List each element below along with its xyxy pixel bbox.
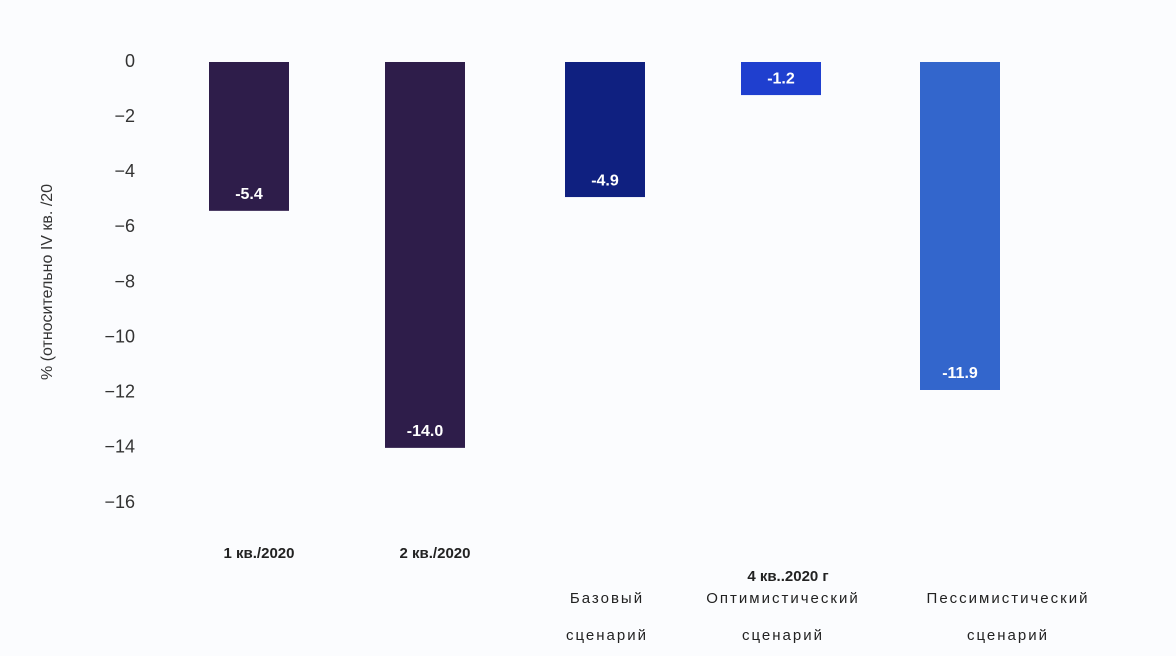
x-tick-label: 1 кв./2020: [223, 545, 295, 562]
y-tick-label: −8: [114, 271, 135, 291]
value-label: -1.2: [767, 70, 795, 87]
x-tick-label: Пессимистический сценарий: [926, 590, 1090, 644]
group-label: 4 кв..2020 г: [747, 568, 829, 585]
value-label: -5.4: [235, 186, 263, 203]
x-tick-label: 2 кв./2020: [399, 545, 471, 562]
y-tick-label: −4: [114, 161, 135, 181]
bar: [741, 62, 821, 96]
y-tick-label: −12: [104, 382, 135, 402]
y-tick-label: −2: [114, 106, 135, 126]
value-label: -11.9: [942, 365, 978, 382]
value-label: -14.0: [407, 423, 444, 440]
value-label: -4.9: [591, 172, 619, 189]
bar: [920, 62, 1000, 390]
y-axis-label: % (относительно IV кв. /20: [39, 184, 56, 380]
y-tick-label: −6: [114, 216, 135, 236]
x-tick-label: Базовый сценарий: [566, 590, 649, 644]
bar: [209, 62, 289, 211]
bar: [385, 62, 465, 448]
y-tick-label: −14: [104, 437, 135, 457]
x-tick-label: Оптимистический сценарий: [706, 590, 860, 644]
bar: [565, 62, 645, 198]
y-tick-label: −10: [104, 326, 135, 346]
y-tick-label: 0: [125, 51, 135, 71]
y-tick-label: −16: [104, 492, 135, 512]
